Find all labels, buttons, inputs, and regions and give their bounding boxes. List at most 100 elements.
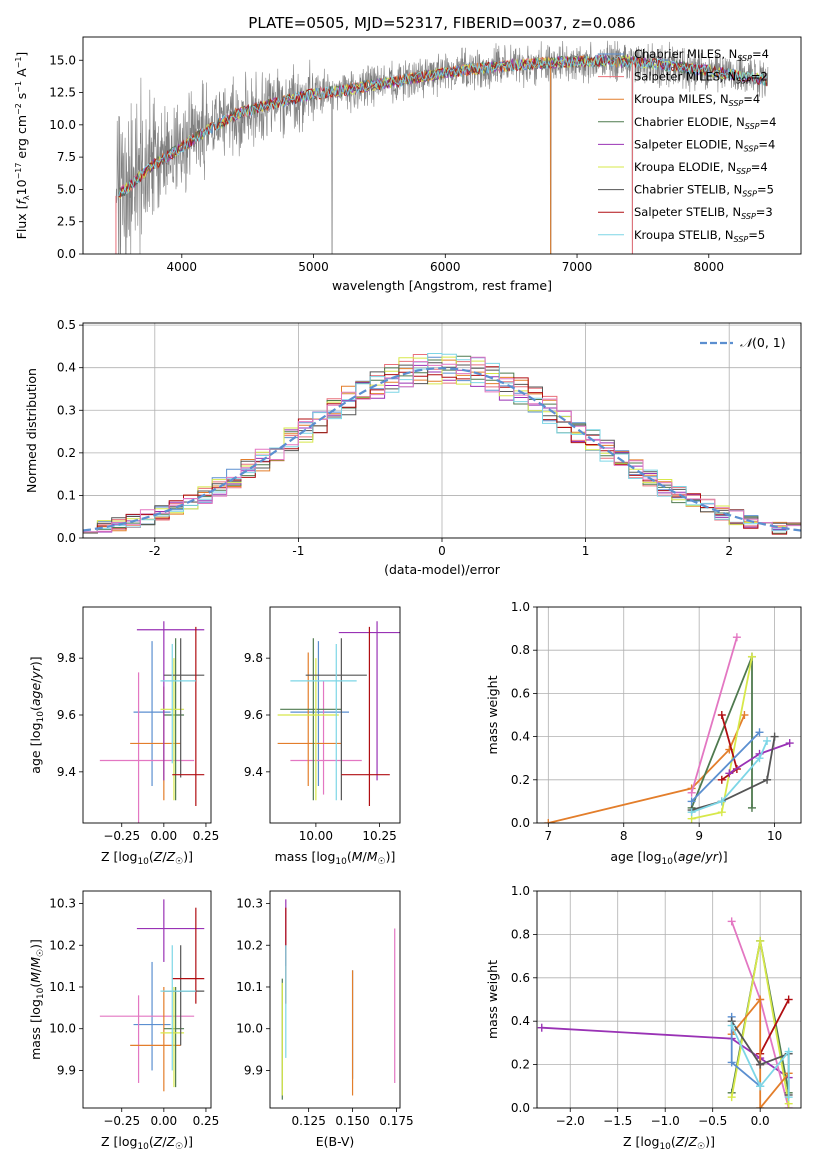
x-tick-label: 10	[767, 829, 782, 843]
y-tick-label: 0.2	[57, 446, 76, 460]
axes-frame	[82, 36, 802, 255]
y-tick-label: 0.4	[511, 730, 530, 744]
y-tick-label: 0.4	[57, 361, 76, 375]
y-tick-label: 9.8	[244, 651, 263, 665]
y-tick-label: 10.3	[49, 897, 76, 911]
x-tick-label: 2	[725, 544, 733, 558]
y-tick-label: 0.8	[511, 927, 530, 941]
figure-title: PLATE=0505, MJD=52317, FIBERID=0037, z=0…	[248, 14, 635, 32]
y-tick-label: 9.4	[244, 765, 263, 779]
mass-weight-series-line	[690, 731, 761, 803]
x-axis-label: Z [log10(Z/Z☉)]	[101, 1134, 193, 1152]
x-tick-label: 7	[544, 829, 552, 843]
y-tick-label: 0.3	[57, 403, 76, 417]
plot-area	[277, 621, 400, 806]
y-tick-label: 9.9	[57, 1063, 76, 1077]
y-tick-label: 10.0	[236, 1022, 263, 1036]
x-tick-label: 1	[582, 544, 590, 558]
y-tick-label: 9.6	[57, 708, 76, 722]
y-tick-label: 15.0	[49, 53, 76, 67]
axes-frame	[82, 890, 212, 1109]
x-tick-label: −0.5	[698, 1114, 727, 1128]
histogram-step-line	[83, 356, 801, 533]
plot-area	[83, 323, 801, 538]
y-tick-label: 0.0	[57, 531, 76, 545]
axes-frame	[536, 890, 802, 1109]
y-tick-label: 0.2	[511, 773, 530, 787]
y-tick-label: 12.5	[49, 86, 76, 100]
x-tick-label: 0.125	[291, 1114, 325, 1128]
x-tick-label: 0.175	[379, 1114, 413, 1128]
x-tick-label: 7000	[562, 260, 593, 274]
mass-weight-vs-age-axes: 7 8 9 10 0.0 0.2 0.4 0.6 0.8 1.0 age [log10(age/yr…	[485, 600, 802, 867]
legend-entry-label: Chabrier STELIB, NSSP=5	[634, 183, 774, 199]
spectrum-axes: 4000 5000 6000 7000 8000 0.0 2.5 5.0 7.5 10.0 12.5…	[14, 36, 802, 293]
x-tick-label: 5000	[298, 260, 329, 274]
y-tick-label: 0.4	[511, 1014, 530, 1028]
x-axis-label: (data-model)/error	[384, 562, 501, 577]
y-tick-label: 9.9	[244, 1063, 263, 1077]
y-tick-label: 0.0	[511, 1101, 530, 1115]
y-tick-label: 1.0	[511, 600, 530, 614]
y-tick-label: 10.3	[236, 897, 263, 911]
histogram-step-line	[83, 356, 801, 533]
mass-weight-series-line	[548, 714, 746, 823]
y-tick-label: 0.0	[57, 247, 76, 261]
mass-weight-series-line	[690, 656, 753, 809]
y-tick-label: 9.4	[57, 765, 76, 779]
y-axis-label: mass weight	[485, 675, 500, 754]
y-tick-label: 10.2	[236, 938, 263, 952]
axes-frame	[269, 606, 401, 824]
x-axis-label: Z [log10(Z/Z☉)]	[623, 1134, 715, 1152]
x-axis-label: Z [log10(Z/Z☉)]	[101, 849, 193, 867]
axes-frame	[82, 606, 212, 824]
age-vs-mass-axes: 10.00 10.25 9.4 9.6 9.8 mass [log10(M/M☉)]	[244, 606, 401, 867]
x-tick-label: 0.25	[193, 1114, 220, 1128]
x-tick-label: 0.150	[335, 1114, 369, 1128]
y-tick-label: 9.6	[244, 708, 263, 722]
normal-reference-curve	[83, 367, 801, 532]
x-tick-label: 8000	[694, 260, 725, 274]
y-axis-label: Flux [fλ10−17 erg cm−2 s−1 A−1]	[14, 52, 31, 240]
model-spectrum-line	[118, 54, 768, 197]
x-tick-label: -1	[292, 544, 304, 558]
x-tick-label: 8	[620, 829, 628, 843]
y-axis-label: age [log10(age/yr)]	[28, 656, 46, 773]
x-tick-label: 10.25	[362, 829, 396, 843]
legend-entry-label: Chabrier ELODIE, NSSP=4	[634, 115, 776, 131]
y-tick-label: 0.6	[511, 686, 530, 700]
x-tick-label: 10.00	[299, 829, 333, 843]
x-axis-label: E(B-V)	[316, 1134, 355, 1149]
x-tick-label: 0.00	[150, 1114, 177, 1128]
y-tick-label: 7.5	[57, 150, 76, 164]
spectrum-legend: Chabrier MILES, NSSP=4 Salpeter MILES, NS…	[598, 47, 776, 244]
mass-vs-extinction-axes: 0.125 0.150 0.175 9.9 10.0 10.1 10.2 10.3 E(B-V)	[236, 890, 414, 1149]
plot-area	[281, 899, 396, 1100]
y-tick-label: 2.5	[57, 215, 76, 229]
y-tick-label: 0.2	[511, 1058, 530, 1072]
axes-frame	[82, 322, 802, 539]
x-tick-label: 0	[438, 544, 446, 558]
y-tick-label: 10.2	[49, 938, 76, 952]
histogram-step-line	[83, 353, 801, 533]
x-axis-label: wavelength [Angstrom, rest frame]	[332, 278, 552, 293]
mass-vs-metallicity-axes: −0.25 0.00 0.25 9.9 10.0 10.1 10.2 10.3 Z [log10…	[28, 890, 220, 1152]
plot-area	[99, 899, 205, 1092]
y-tick-label: 0.6	[511, 971, 530, 985]
mass-weight-series-line	[691, 736, 776, 811]
y-tick-label: 0.0	[511, 816, 530, 830]
plot-area	[537, 891, 801, 1108]
x-tick-label: 0.25	[193, 829, 220, 843]
observed-spectrum-line	[115, 40, 769, 254]
x-tick-label: −0.25	[103, 829, 140, 843]
legend-entry-label: Salpeter ELODIE, NSSP=4	[634, 137, 775, 153]
x-tick-label: −2.0	[556, 1114, 585, 1128]
y-tick-label: 5.0	[57, 182, 76, 196]
x-tick-label: 9	[695, 829, 703, 843]
mass-weight-series-line	[691, 740, 768, 814]
x-tick-label: 6000	[430, 260, 461, 274]
y-tick-label: 10.0	[49, 118, 76, 132]
histogram-legend: 𝒩(0, 1)	[700, 335, 786, 350]
y-tick-label: 0.1	[57, 488, 76, 502]
